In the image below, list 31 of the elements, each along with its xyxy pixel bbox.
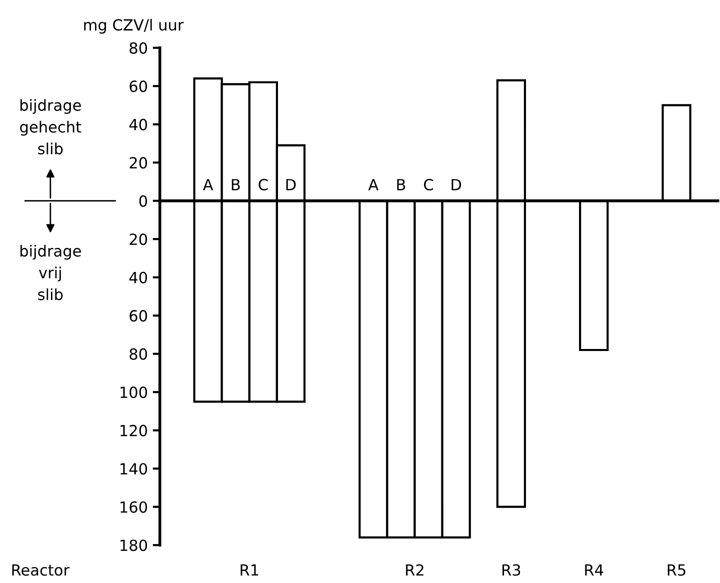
y-tick-label: 160 xyxy=(120,501,148,513)
x-tick-label: C xyxy=(258,178,268,190)
x-tick-label: A xyxy=(202,179,214,190)
x-tick-label: D xyxy=(452,179,462,190)
y-tick-label: 80 xyxy=(130,42,148,54)
text: bijdrage gehecht slib xyxy=(20,99,82,154)
text: Reactor xyxy=(12,564,70,576)
text: bijdrage vrij slib xyxy=(20,244,81,300)
y-tick-label: 0 xyxy=(139,195,148,207)
text: R5 xyxy=(668,564,686,576)
y-tick-label: 140 xyxy=(120,463,148,475)
y-tick-label: 60 xyxy=(130,310,148,322)
y-tick-label: 40 xyxy=(129,118,148,130)
x-tick-label: C xyxy=(424,178,434,190)
y-axis-title: mg CZV/l uur xyxy=(84,18,184,34)
x-tick-label: D xyxy=(286,179,296,190)
text: R2 xyxy=(406,564,424,576)
y-tick-label: 40 xyxy=(129,272,148,284)
y-tick-label: 20 xyxy=(130,157,148,169)
text: R3 xyxy=(502,564,520,576)
y-tick-label: 180 xyxy=(120,540,148,552)
x-tick-label: B xyxy=(397,179,406,190)
text: R4 xyxy=(585,564,604,576)
y-tick-label: 100 xyxy=(120,386,148,398)
y-tick-label: 80 xyxy=(130,348,148,360)
text: R1 xyxy=(240,564,258,576)
y-tick-label: 20 xyxy=(130,234,148,246)
y-tick-label: 120 xyxy=(120,424,148,436)
y-tick-label: 60 xyxy=(130,80,148,92)
x-tick-label: A xyxy=(368,179,378,190)
x-tick-label: B xyxy=(232,179,240,190)
